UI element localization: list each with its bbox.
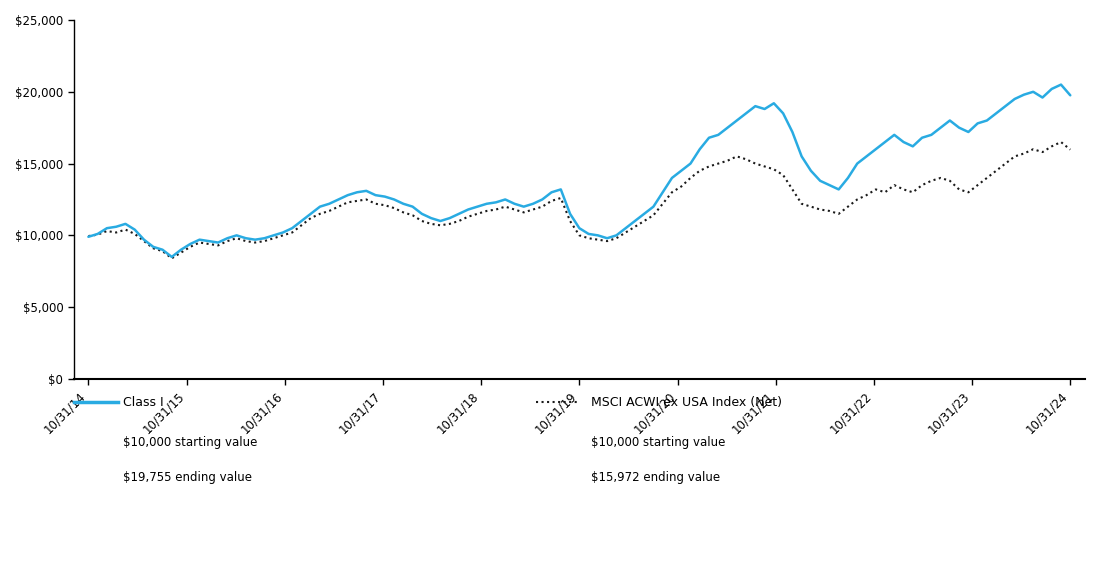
Text: $10,000 starting value: $10,000 starting value <box>123 436 257 449</box>
Text: $10,000 starting value: $10,000 starting value <box>591 436 725 449</box>
Text: $19,755 ending value: $19,755 ending value <box>123 470 252 484</box>
Text: Class I: Class I <box>123 395 164 409</box>
Text: MSCI ACWI ex USA Index (Net): MSCI ACWI ex USA Index (Net) <box>591 395 782 409</box>
Text: $15,972 ending value: $15,972 ending value <box>591 470 719 484</box>
